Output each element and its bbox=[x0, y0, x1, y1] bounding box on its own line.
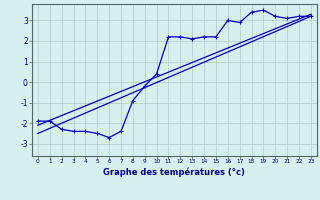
X-axis label: Graphe des températures (°c): Graphe des températures (°c) bbox=[103, 167, 245, 177]
